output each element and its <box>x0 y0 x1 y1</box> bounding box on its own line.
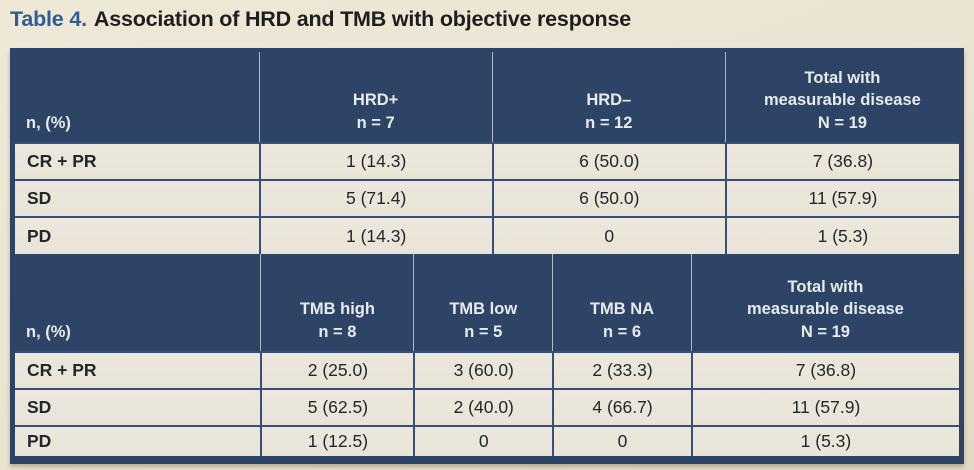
row-label-sd: SD <box>15 179 259 216</box>
cell-value: 4 (66.7) <box>552 388 691 425</box>
header-line: n = 7 <box>356 114 395 133</box>
cell-value: 3 (60.0) <box>413 351 553 388</box>
header-line: n = 6 <box>602 323 642 342</box>
hrd-corner-header: n, (%) <box>15 52 259 142</box>
cell-value: 1 (5.3) <box>690 425 959 456</box>
tmb-low-header: TMB low n = 5 <box>413 254 553 351</box>
hrd-section: n, (%) HRD+ n = 7 HRD– n = 12 Total with… <box>15 52 959 254</box>
header-line: Total with <box>804 68 881 87</box>
header-line: n = 8 <box>318 323 357 342</box>
corner-label: n, (%) <box>26 114 71 133</box>
cell-value: 2 (33.3) <box>552 351 691 388</box>
header-line: TMB NA <box>589 300 655 319</box>
header-line: measurable disease <box>763 91 921 110</box>
cell-value: 11 (57.9) <box>724 179 959 216</box>
cell-value: 0 <box>491 216 725 254</box>
row-label-cr-pr: CR + PR <box>15 351 261 388</box>
cell-value: 1 (14.3) <box>258 142 492 179</box>
cell-value: 1 (12.5) <box>260 425 414 456</box>
tmb-corner-header: n, (%) <box>15 254 261 351</box>
tmb-na-header: TMB NA n = 6 <box>552 254 691 351</box>
cell-value: 2 (40.0) <box>413 388 553 425</box>
cell-value: 7 (36.8) <box>690 351 959 388</box>
header-line: n = 12 <box>585 114 633 133</box>
corner-label: n, (%) <box>26 323 71 342</box>
cell-value: 0 <box>552 425 691 456</box>
row-label-pd: PD <box>15 216 259 254</box>
table-title: Table 4. Association of HRD and TMB with … <box>10 7 966 32</box>
header-line: TMB high <box>299 300 375 319</box>
hrd-total-header: Total with measurable disease N = 19 <box>724 52 959 142</box>
cell-value: 11 (57.9) <box>690 388 959 425</box>
hrd-negative-header: HRD– n = 12 <box>491 52 725 142</box>
header-line: HRD+ <box>352 91 399 110</box>
cell-value: 6 (50.0) <box>491 142 725 179</box>
cell-value: 5 (71.4) <box>258 179 492 216</box>
table-caption: Association of HRD and TMB with objectiv… <box>93 7 632 31</box>
row-label-cr-pr: CR + PR <box>15 142 259 179</box>
cell-value: 1 (14.3) <box>258 216 492 254</box>
header-line: TMB low <box>449 300 518 319</box>
header-line: n = 5 <box>464 323 503 342</box>
row-label-sd: SD <box>15 388 261 425</box>
header-line: N = 19 <box>817 114 867 133</box>
table-number: Table 4. <box>10 7 87 31</box>
row-label-pd: PD <box>15 425 261 456</box>
tmb-total-header: Total with measurable disease N = 19 <box>690 254 959 351</box>
tmb-section: n, (%) TMB high n = 8 TMB low n = 5 TMB … <box>15 254 959 456</box>
hrd-positive-header: HRD+ n = 7 <box>258 52 492 142</box>
association-table: n, (%) HRD+ n = 7 HRD– n = 12 Total with… <box>10 48 964 464</box>
cell-value: 2 (25.0) <box>260 351 414 388</box>
header-line: N = 19 <box>800 323 850 342</box>
header-line: Total with <box>787 277 864 296</box>
tmb-high-header: TMB high n = 8 <box>260 254 414 351</box>
cell-value: 1 (5.3) <box>724 216 959 254</box>
cell-value: 0 <box>413 425 553 456</box>
cell-value: 6 (50.0) <box>491 179 725 216</box>
header-line: measurable disease <box>747 300 904 319</box>
header-line: HRD– <box>586 91 632 110</box>
cell-value: 7 (36.8) <box>724 142 959 179</box>
cell-value: 5 (62.5) <box>260 388 414 425</box>
